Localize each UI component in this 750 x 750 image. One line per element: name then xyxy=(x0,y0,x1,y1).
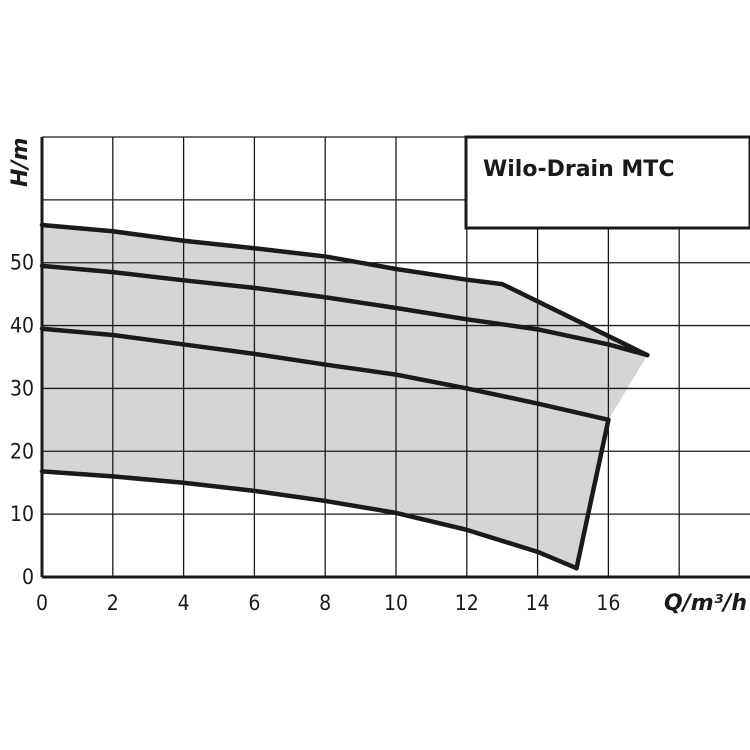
y-tick-label: 40 xyxy=(10,314,34,338)
y-tick-label: 20 xyxy=(10,439,34,463)
x-tick-labels: 0 2 4 6 8 10 12 14 16 xyxy=(36,591,620,615)
x-tick-label: 12 xyxy=(455,591,479,615)
y-tick-label: 30 xyxy=(10,376,34,400)
x-tick-label: 16 xyxy=(596,591,620,615)
x-tick-label: 14 xyxy=(526,591,550,615)
curves xyxy=(39,222,650,571)
title-box-border xyxy=(464,135,750,230)
curve-1 xyxy=(39,222,650,358)
x-axis-label: Q/m³/h xyxy=(664,591,747,616)
x-tick-label: 8 xyxy=(319,591,331,615)
curve-4 xyxy=(39,469,579,571)
x-tick-label: 4 xyxy=(178,591,190,615)
curve-3 xyxy=(39,326,611,423)
y-tick-label: 50 xyxy=(10,251,34,275)
x-tick-label: 2 xyxy=(107,591,119,615)
y-tick-label: 10 xyxy=(10,502,34,526)
y-tick-label: 0 xyxy=(22,565,34,589)
x-tick-label: 10 xyxy=(384,591,408,615)
boundary-right xyxy=(574,417,611,571)
title-box: Wilo-Drain MTC xyxy=(464,135,750,230)
curve-2 xyxy=(39,263,650,358)
x-tick-label: 0 xyxy=(36,591,48,615)
x-tick-label: 6 xyxy=(248,591,260,615)
chart-title: Wilo-Drain MTC xyxy=(483,157,674,182)
y-axis-label: H/m xyxy=(8,138,33,187)
y-tick-labels: 0 10 20 30 40 50 xyxy=(10,251,34,589)
